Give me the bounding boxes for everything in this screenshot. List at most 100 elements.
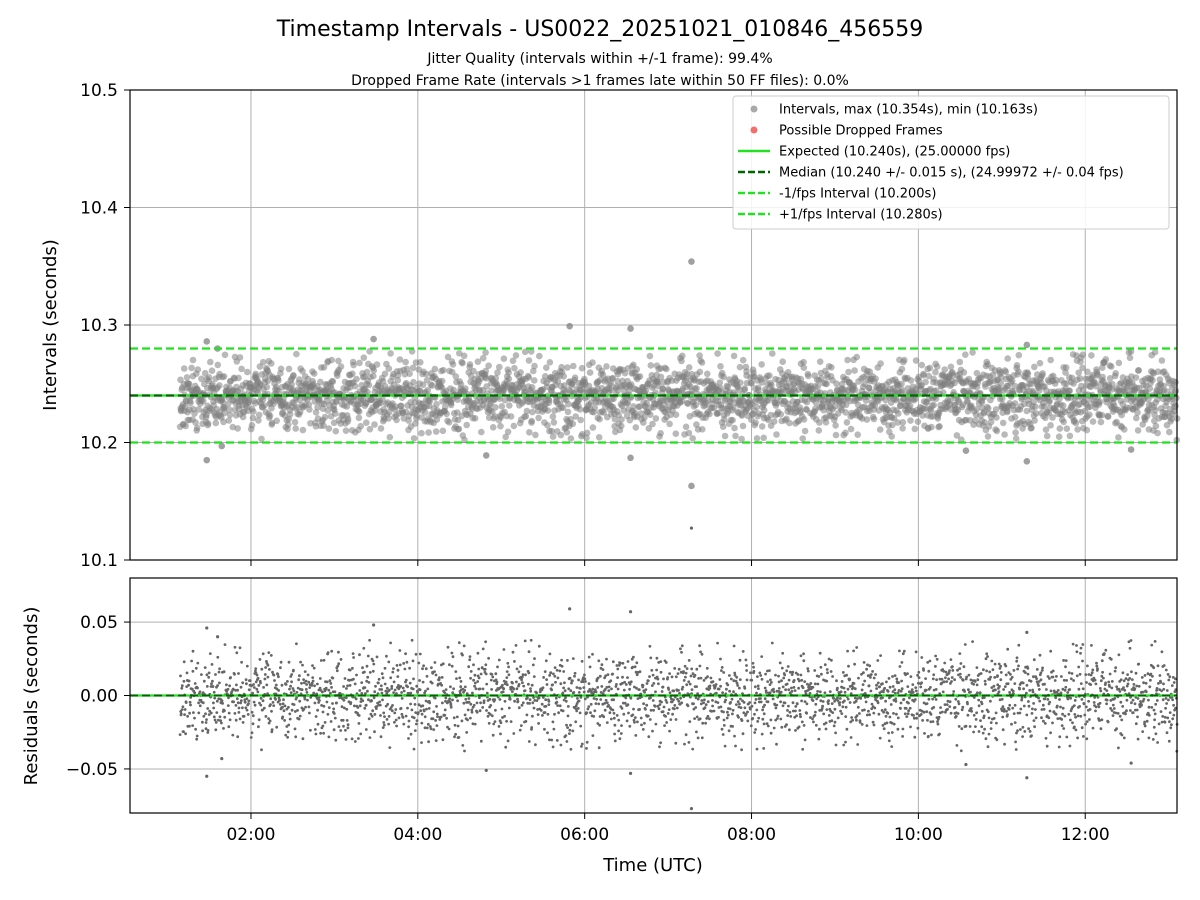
residual-point (261, 652, 265, 656)
residual-point (485, 709, 488, 712)
residual-point (830, 658, 833, 662)
residual-point (420, 712, 424, 716)
interval-point (457, 381, 465, 388)
residual-point (858, 712, 861, 715)
legend-marker-dot (750, 126, 758, 134)
interval-point (696, 368, 704, 376)
residual-point (420, 741, 423, 744)
interval-point (482, 375, 490, 382)
interval-point (1056, 425, 1064, 432)
residual-point (467, 665, 471, 669)
residual-point (373, 690, 377, 694)
residual-point (276, 672, 280, 676)
residual-point (179, 674, 182, 678)
residual-point (639, 716, 643, 720)
interval-point (431, 365, 439, 373)
residual-point (267, 651, 271, 654)
residual-point (597, 746, 601, 750)
residual-point (217, 670, 221, 674)
residual-point (355, 673, 358, 677)
residual-point (869, 689, 873, 693)
residual-point (377, 681, 380, 685)
interval-point (474, 358, 482, 366)
interval-point (517, 369, 524, 376)
residual-point (181, 705, 185, 709)
residual-point (563, 689, 567, 693)
residual-point (833, 707, 837, 711)
residual-point (682, 679, 686, 682)
interval-point (779, 358, 786, 366)
interval-point (273, 417, 281, 425)
residual-point (719, 705, 723, 709)
residual-point (387, 715, 391, 718)
residual-point (206, 707, 210, 710)
residual-point (796, 673, 800, 676)
residual-point (305, 683, 308, 686)
residual-point (715, 691, 718, 695)
interval-point (531, 377, 538, 384)
interval-point (528, 384, 536, 391)
residual-point (681, 685, 685, 689)
interval-point (452, 373, 460, 380)
interval-point (844, 356, 851, 364)
residual-point (445, 716, 448, 720)
residual-point (295, 691, 299, 694)
interval-point (609, 375, 616, 382)
residual-point (779, 690, 783, 694)
interval-point (544, 407, 552, 414)
residual-point (564, 699, 568, 703)
residual-point (768, 691, 772, 695)
residual-point (458, 676, 462, 680)
residual-point (633, 716, 637, 719)
residual-point (826, 702, 830, 705)
residual-point (678, 692, 681, 695)
residual-point (463, 749, 466, 753)
residual-point (485, 691, 489, 695)
residual-point (841, 671, 845, 674)
residual-point (682, 670, 685, 673)
residual-point (505, 670, 509, 673)
residual-point (505, 719, 508, 723)
residual-point (839, 709, 842, 713)
residual-point (718, 678, 722, 681)
legend-label: Median (10.240 +/- 0.015 s), (24.99972 +… (779, 166, 1124, 181)
residual-point (250, 710, 254, 714)
residual-point (542, 676, 545, 679)
residual-point (265, 683, 269, 687)
interval-point (962, 351, 969, 359)
residual-point (264, 715, 268, 718)
interval-point (1104, 413, 1112, 421)
residual-point (319, 659, 323, 662)
residual-point (735, 703, 738, 706)
residual-point (683, 664, 687, 668)
residual-point (838, 697, 842, 700)
residual-point (236, 701, 240, 705)
residual-point (561, 691, 565, 695)
residual-point (661, 710, 665, 714)
residual-point (368, 671, 372, 674)
residual-point (443, 713, 447, 717)
residual-point (327, 706, 331, 709)
residual-point (461, 653, 464, 657)
interval-point (739, 356, 747, 364)
residual-point (799, 673, 803, 677)
residual-point (626, 703, 630, 707)
residual-point (364, 703, 368, 707)
interval-point (351, 382, 359, 390)
residual-point (859, 697, 863, 700)
residual-point (680, 644, 684, 648)
interval-point (1066, 387, 1073, 395)
interval-outlier-point (1023, 458, 1031, 465)
residual-point (395, 664, 399, 667)
residual-point (626, 676, 629, 679)
residual-point (214, 673, 217, 676)
residual-point (573, 674, 576, 678)
residual-point (612, 716, 616, 720)
interval-point (698, 359, 706, 366)
interval-point (506, 402, 513, 409)
residual-point (708, 684, 712, 688)
interval-point (198, 375, 205, 383)
interval-point (266, 412, 274, 420)
residual-point (537, 644, 541, 648)
residual-point (821, 700, 825, 703)
